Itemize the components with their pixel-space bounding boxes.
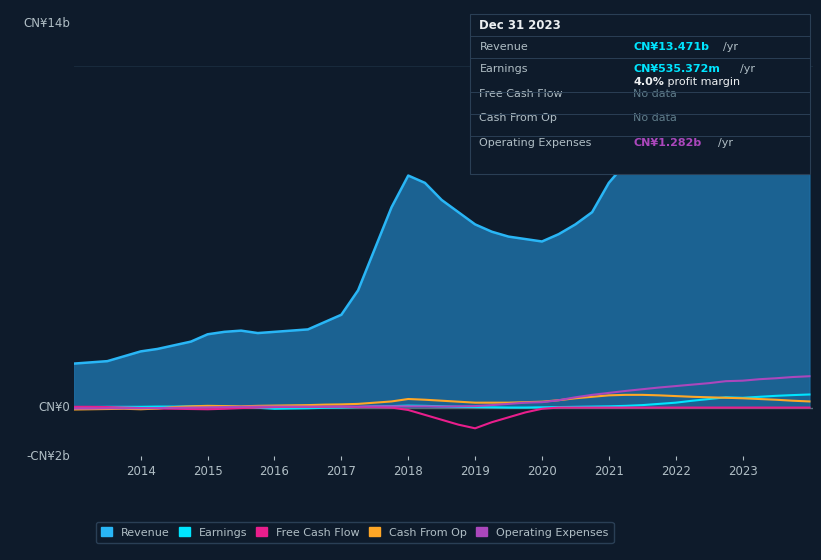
Text: Dec 31 2023: Dec 31 2023 — [479, 18, 562, 31]
Legend: Revenue, Earnings, Free Cash Flow, Cash From Op, Operating Expenses: Revenue, Earnings, Free Cash Flow, Cash … — [96, 522, 613, 543]
Text: 4.0%: 4.0% — [633, 77, 664, 87]
Text: Free Cash Flow: Free Cash Flow — [479, 89, 563, 99]
Text: Revenue: Revenue — [479, 42, 528, 52]
Text: No data: No data — [633, 89, 677, 99]
Text: CN¥1.282b: CN¥1.282b — [633, 138, 701, 148]
Text: Operating Expenses: Operating Expenses — [479, 138, 592, 148]
Text: /yr: /yr — [723, 42, 738, 52]
Text: No data: No data — [633, 113, 677, 123]
Text: CN¥535.372m: CN¥535.372m — [633, 64, 720, 74]
Text: -CN¥2b: -CN¥2b — [26, 450, 70, 463]
Text: /yr: /yr — [718, 138, 732, 148]
Text: profit margin: profit margin — [664, 77, 741, 87]
Text: Earnings: Earnings — [479, 64, 528, 74]
Text: CN¥13.471b: CN¥13.471b — [633, 42, 709, 52]
Text: CN¥14b: CN¥14b — [23, 17, 70, 30]
Text: /yr: /yr — [740, 64, 754, 74]
Text: Cash From Op: Cash From Op — [479, 113, 557, 123]
Text: CN¥0: CN¥0 — [39, 401, 70, 414]
